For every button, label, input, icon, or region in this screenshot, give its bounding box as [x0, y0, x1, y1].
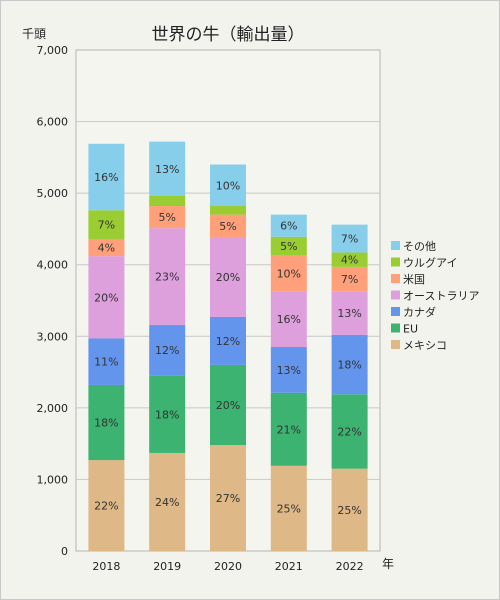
- bar-segment: [88, 256, 125, 339]
- y-axis-unit-label: 千頭: [22, 27, 46, 41]
- y-tick-label: 1,000: [37, 473, 69, 486]
- bar-segment: [331, 334, 368, 395]
- bar-segment: [331, 224, 368, 253]
- bar-segment: [270, 347, 307, 393]
- bar-data-label: 4%: [341, 254, 358, 267]
- bar-data-label: 22%: [94, 500, 118, 513]
- legend-label: ウルグアイ: [403, 256, 457, 270]
- bar-data-label: 10%: [216, 179, 240, 192]
- bar-segment: [88, 460, 125, 551]
- bar-data-label: 18%: [94, 417, 118, 430]
- bar-data-label: 13%: [337, 307, 361, 320]
- bar-segment: [210, 206, 246, 215]
- bar-segment: [149, 206, 186, 229]
- bar-segment: [88, 210, 125, 239]
- y-tick-label: 0: [61, 545, 68, 558]
- bar-segment: [331, 468, 368, 551]
- legend-label: その他: [403, 240, 436, 253]
- legend-swatch: [391, 274, 400, 283]
- bar-segment: [210, 445, 246, 551]
- bar-segment: [210, 364, 246, 446]
- bar-data-label: 20%: [216, 271, 240, 284]
- bar-data-label: 12%: [216, 335, 240, 348]
- bar-data-label: 7%: [341, 233, 358, 246]
- bar-data-label: 10%: [277, 267, 301, 280]
- bar-segment: [270, 236, 307, 256]
- bar-segment: [149, 375, 186, 453]
- bar-data-label: 23%: [155, 271, 179, 284]
- legend-label: カナダ: [403, 305, 436, 319]
- bar-segment: [270, 255, 307, 292]
- legend-swatch: [391, 290, 400, 300]
- bar-data-label: 5%: [280, 240, 297, 253]
- bar-segment: [149, 141, 186, 197]
- bar-data-label: 13%: [277, 364, 301, 377]
- chart-title: 世界の牛（輸出量）: [152, 25, 305, 45]
- y-tick-label: 2,000: [37, 402, 69, 415]
- bar-data-label: 20%: [216, 399, 240, 412]
- legend-label: 米国: [403, 273, 425, 286]
- bar-data-label: 6%: [280, 220, 297, 233]
- bar-segment: [88, 384, 125, 461]
- bar-segment: [149, 452, 186, 551]
- bar-data-label: 22%: [337, 425, 361, 438]
- legend-swatch: [391, 241, 400, 250]
- legend-swatch: [391, 323, 400, 333]
- bar-data-label: 20%: [94, 291, 118, 304]
- x-tick-label: 2019: [153, 560, 181, 573]
- bar-segment: [270, 465, 307, 551]
- bar-data-label: 5%: [158, 211, 175, 224]
- bar-data-label: 12%: [155, 344, 179, 357]
- bar-data-label: 21%: [277, 423, 301, 436]
- legend-label: メキシコ: [403, 339, 447, 352]
- bar-data-label: 4%: [98, 242, 115, 255]
- bar-segment: [149, 196, 186, 207]
- bar-segment: [270, 392, 307, 466]
- x-tick-label: 2022: [336, 560, 364, 573]
- bar-data-label: 5%: [219, 220, 236, 233]
- legend-label: EU: [403, 323, 418, 336]
- bar-segment: [88, 338, 125, 385]
- bar-segment: [331, 266, 368, 292]
- bar-segment: [210, 214, 246, 238]
- bar-data-label: 18%: [155, 408, 179, 421]
- bar-segment: [270, 291, 307, 348]
- bar-data-label: 11%: [94, 356, 118, 369]
- bar-data-label: 27%: [216, 492, 240, 505]
- x-axis-unit-label: 年: [382, 557, 394, 571]
- bar-segment: [149, 228, 186, 325]
- bar-segment: [331, 394, 368, 469]
- legend-swatch: [391, 307, 400, 316]
- x-tick-label: 2020: [214, 560, 242, 573]
- bar-data-label: 7%: [98, 219, 115, 232]
- bar-segment: [270, 214, 307, 237]
- x-tick-label: 2018: [92, 560, 120, 573]
- bar-segment: [210, 316, 246, 365]
- y-tick-label: 3,000: [37, 330, 69, 343]
- y-tick-label: 5,000: [37, 187, 69, 200]
- bar-data-label: 16%: [277, 313, 301, 326]
- bar-data-label: 24%: [155, 496, 179, 509]
- legend-swatch: [391, 257, 400, 267]
- bar-segment: [210, 237, 246, 317]
- bar-data-label: 7%: [341, 273, 358, 286]
- bar-data-label: 18%: [337, 359, 361, 372]
- bar-data-label: 25%: [337, 504, 361, 517]
- bar-segment: [88, 143, 125, 211]
- x-tick-label: 2021: [275, 560, 303, 573]
- legend-label: オーストラリア: [403, 290, 479, 303]
- bar-segment: [331, 291, 368, 335]
- y-tick-label: 4,000: [37, 259, 69, 272]
- bar-segment: [149, 324, 186, 376]
- bar-segment: [88, 238, 125, 257]
- bar-data-label: 25%: [277, 502, 301, 515]
- y-tick-label: 6,000: [37, 116, 69, 129]
- bar-data-label: 16%: [94, 171, 118, 184]
- bar-segment: [210, 164, 246, 207]
- legend-swatch: [391, 340, 400, 349]
- y-tick-label: 7,000: [37, 44, 69, 57]
- bar-segment: [331, 252, 368, 267]
- bar-data-label: 13%: [155, 163, 179, 176]
